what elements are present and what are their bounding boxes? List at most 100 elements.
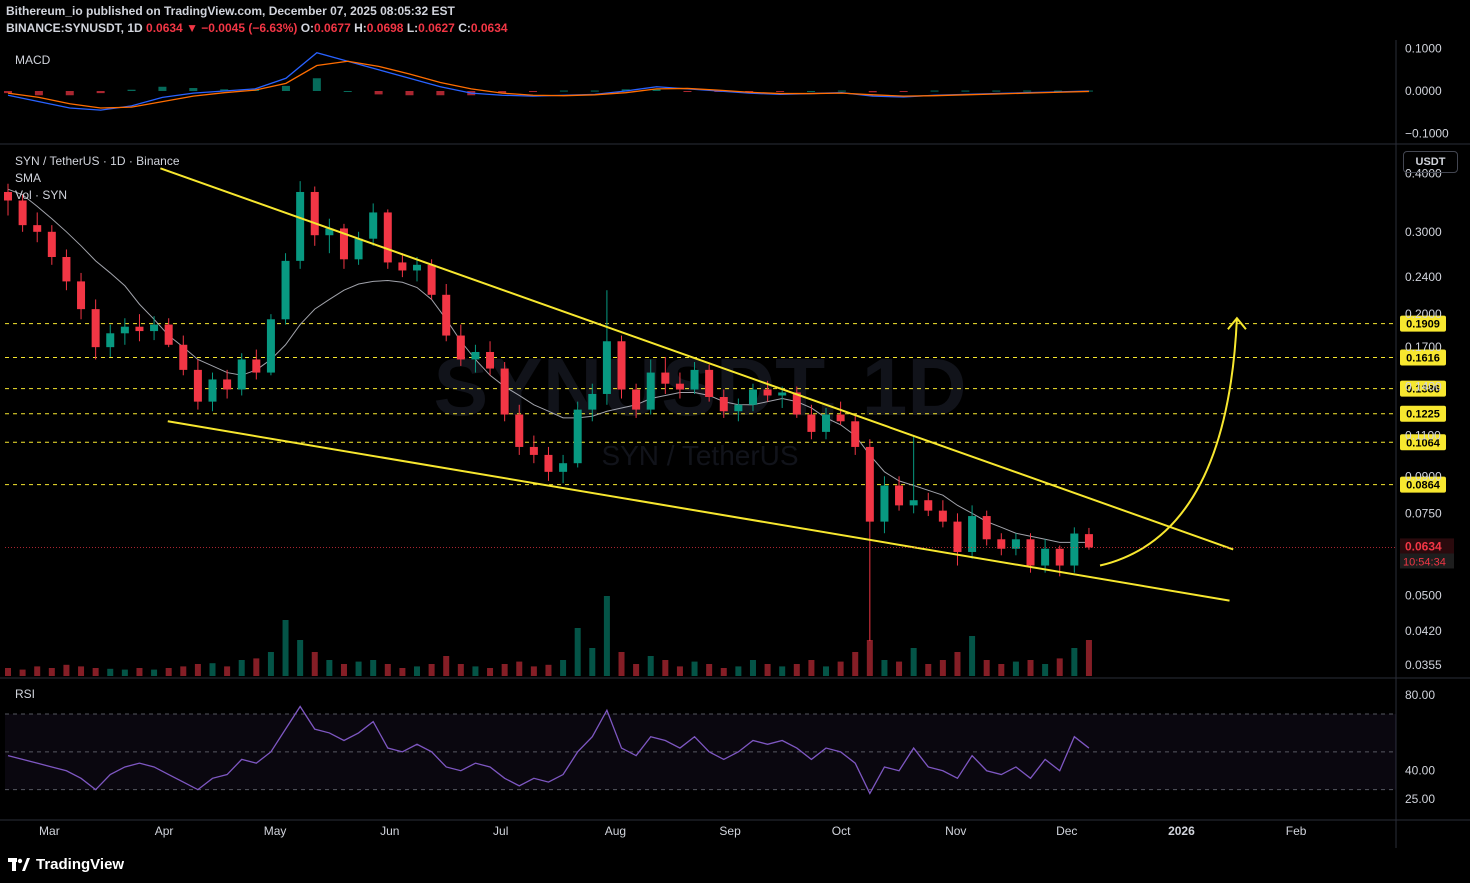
volume-bar [560, 660, 567, 676]
sma-legend-label[interactable]: SMA [15, 171, 42, 185]
last-price: 0.0634 [146, 21, 183, 35]
candle-body [339, 228, 348, 260]
volume-bar [136, 668, 143, 676]
time-axis-label: Apr [155, 824, 174, 838]
candle-body [836, 414, 845, 422]
volume-bar [267, 652, 274, 676]
macd-histogram-bar [559, 90, 568, 92]
candle-body [471, 351, 480, 360]
candle-body [500, 368, 509, 415]
candle-body [413, 264, 422, 271]
volume-bar [603, 596, 610, 676]
volume-bar [662, 660, 669, 676]
volume-bar [92, 668, 99, 676]
level-tag [1400, 476, 1446, 493]
volume-bar [793, 664, 800, 676]
volume-bar [34, 666, 41, 676]
volume-bar [399, 668, 406, 676]
macd-pane-label[interactable]: MACD [15, 53, 51, 67]
candle-body [383, 212, 392, 263]
candle-body [266, 319, 275, 373]
volume-bar [633, 664, 640, 676]
volume-bar [1042, 664, 1049, 676]
macd-histogram-bar [1054, 90, 1063, 92]
tradingview-logo-icon [8, 857, 30, 871]
level-tag [1400, 380, 1446, 397]
candle-body [602, 341, 611, 394]
candle-body [880, 485, 889, 522]
rsi-band [5, 714, 1396, 790]
volume-bar [165, 668, 172, 676]
candle-body [895, 485, 904, 506]
level-tag [1400, 405, 1446, 422]
macd-histogram-bar [312, 78, 321, 91]
main-pane-title[interactable]: SYN / TetherUS · 1D · Binance [15, 154, 180, 168]
volume-bar [78, 666, 85, 676]
price-axis-tick: 0.4000 [1405, 166, 1442, 180]
volume-bar [311, 652, 318, 676]
close-label: C: [458, 21, 471, 35]
macd-axis-tick: 0.0000 [1405, 84, 1442, 98]
candle-body [150, 324, 159, 332]
volume-bar [1027, 660, 1034, 676]
level-tag-label: 0.0864 [1406, 480, 1441, 492]
candle-body [179, 344, 188, 370]
price-axis-tick: 0.2400 [1405, 270, 1442, 284]
candle-body [807, 414, 816, 432]
candle-body [310, 191, 319, 236]
macd-histogram-bar [96, 91, 105, 94]
time-axis-label: Aug [605, 824, 626, 838]
volume-bar [370, 660, 377, 676]
volume-bar [676, 666, 683, 676]
volume-bar [19, 669, 26, 676]
volume-bar [998, 664, 1005, 676]
macd-histogram-bar [868, 91, 877, 93]
candle-body [865, 446, 874, 522]
volume-bar [224, 666, 231, 676]
macd-histogram-bar [930, 90, 939, 92]
volume-bar [545, 664, 552, 676]
time-axis-label: Jun [380, 824, 399, 838]
candle-body [734, 404, 743, 412]
volume-bar [808, 660, 815, 676]
volume-bar [866, 640, 873, 676]
candle-body [47, 231, 56, 257]
candle-body [588, 393, 597, 410]
volume-bar [1012, 661, 1019, 676]
candle-body [763, 389, 772, 396]
candle-body [938, 510, 947, 522]
macd-histogram-bar [158, 86, 167, 91]
macd-histogram-bar [776, 91, 785, 92]
price-axis-tick: 0.1100 [1405, 429, 1441, 443]
macd-histogram-bar [590, 90, 599, 92]
volume-bar [779, 666, 786, 676]
trendline-lower [167, 420, 1230, 602]
time-axis-label: 2026 [1168, 824, 1195, 838]
symbol-label: BINANCE:SYNUSDT, 1D [6, 21, 143, 35]
candle-body [106, 333, 115, 348]
candle-body [792, 392, 801, 415]
candle-body [369, 212, 378, 239]
candle-body [164, 324, 173, 345]
candle-body [1041, 548, 1050, 566]
candle-body [924, 500, 933, 511]
macd-histogram-bar [220, 89, 229, 91]
candle-body [1084, 534, 1093, 548]
candle-body [4, 191, 12, 201]
price-axis-tick: 0.3000 [1405, 225, 1442, 239]
volume-bar [954, 652, 961, 676]
candle-body [62, 256, 71, 282]
rsi-pane-label[interactable]: RSI [15, 687, 36, 701]
currency-selector[interactable]: USDT [1403, 151, 1458, 173]
price-axis-tick: 0.1700 [1405, 340, 1442, 354]
candle-body [573, 409, 582, 464]
volume-legend-label[interactable]: Vol · SYN [15, 188, 68, 202]
close-value: 0.0634 [470, 21, 508, 35]
volume-bar [720, 668, 727, 676]
volume-bar [472, 666, 479, 676]
macd-histogram-bar [652, 88, 661, 91]
candle-body [442, 294, 451, 336]
candle-body [223, 379, 232, 390]
tradingview-logo[interactable]: TradingView [8, 856, 124, 873]
